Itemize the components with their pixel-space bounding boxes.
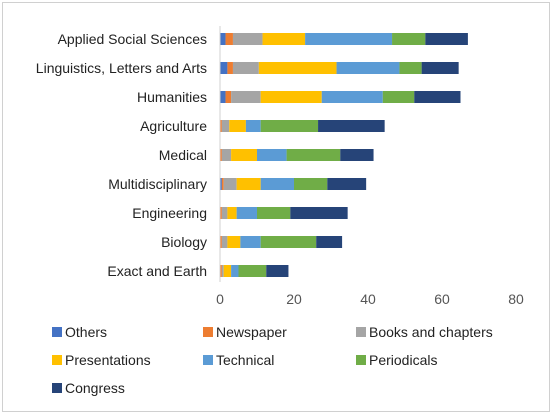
category-label: Agriculture <box>140 118 207 134</box>
bar-segment <box>290 207 348 219</box>
bar-segment <box>382 91 415 103</box>
bar-segment <box>238 265 267 277</box>
bar-segment <box>421 62 459 74</box>
bar-segment <box>232 62 259 74</box>
bar-segment <box>327 178 367 190</box>
category-label: Medical <box>159 147 207 163</box>
legend-label: Newspaper <box>216 324 287 340</box>
bar-segment <box>236 207 257 219</box>
category-label: Biology <box>161 234 207 250</box>
bar-segment <box>316 236 343 248</box>
category-label: Engineering <box>132 205 207 221</box>
bar-segment <box>260 91 322 103</box>
bar-segment <box>321 91 383 103</box>
x-tick-label: 60 <box>434 291 450 307</box>
bars-layer <box>220 33 468 277</box>
category-label: Applied Social Sciences <box>58 31 207 47</box>
bar-segment <box>245 120 261 132</box>
bar-segment <box>399 62 422 74</box>
legend: Others Newspaper Books and chapters Present… <box>52 324 493 396</box>
bar-segment <box>232 33 263 45</box>
bar-segment <box>225 91 232 103</box>
bar-segment <box>294 178 328 190</box>
bar-segment <box>231 91 261 103</box>
bar-segment <box>258 62 337 74</box>
bar-segment <box>260 178 294 190</box>
bar-segment <box>221 265 224 277</box>
bar-segment <box>257 207 291 219</box>
legend-swatch <box>203 327 213 337</box>
bar-segment <box>260 236 317 248</box>
legend-swatch <box>356 327 366 337</box>
bar-segment <box>220 33 226 45</box>
bar-segment <box>220 149 222 161</box>
bar-segment <box>225 33 233 45</box>
bar-segment <box>229 120 246 132</box>
bar-segment <box>260 120 319 132</box>
bar-segment <box>221 236 228 248</box>
legend-label: Presentations <box>65 352 151 368</box>
bar-segment <box>220 236 222 248</box>
bar-segment <box>223 178 237 190</box>
bar-segment <box>236 178 261 190</box>
bar-segment <box>220 207 222 219</box>
category-label: Multidisciplinary <box>108 176 207 192</box>
category-label: Humanities <box>137 89 207 105</box>
x-tick-label: 80 <box>508 291 524 307</box>
legend-label: Books and chapters <box>369 324 493 340</box>
x-tick-label: 40 <box>360 291 376 307</box>
bar-segment <box>227 207 237 219</box>
bar-segment <box>227 236 241 248</box>
x-tick-labels: 0 20 40 60 80 <box>216 291 524 307</box>
legend-label: Others <box>65 324 107 340</box>
legend-swatch <box>52 355 62 365</box>
bar-segment <box>220 178 222 190</box>
bar-segment <box>392 33 426 45</box>
bar-segment <box>221 178 224 190</box>
bar-segment <box>257 149 287 161</box>
legend-swatch <box>203 355 213 365</box>
bar-segment <box>221 149 232 161</box>
legend-swatch <box>52 383 62 393</box>
bar-segment <box>425 33 468 45</box>
bar-segment <box>262 33 306 45</box>
bar-segment <box>220 265 222 277</box>
legend-swatch <box>52 327 62 337</box>
bar-segment <box>414 91 461 103</box>
bar-segment <box>220 120 222 132</box>
category-labels: Applied Social Sciences Linguistics, Lett… <box>36 31 207 279</box>
bar-segment <box>231 265 239 277</box>
bar-segment <box>221 120 230 132</box>
bar-segment <box>340 149 374 161</box>
bar-segment <box>336 62 400 74</box>
bar-segment <box>305 33 393 45</box>
category-label: Exact and Earth <box>107 263 207 279</box>
bar-segment <box>220 62 228 74</box>
x-tick-label: 0 <box>216 291 224 307</box>
bar-segment <box>318 120 385 132</box>
bar-segment <box>227 62 233 74</box>
bar-segment <box>221 207 228 219</box>
legend-label: Congress <box>65 380 125 396</box>
bar-segment <box>231 149 257 161</box>
bar-segment <box>286 149 341 161</box>
bar-segment <box>266 265 289 277</box>
bar-segment <box>240 236 261 248</box>
bar-segment <box>220 91 226 103</box>
x-tick-label: 20 <box>286 291 302 307</box>
legend-label: Periodicals <box>369 352 437 368</box>
bar-segment <box>223 265 232 277</box>
legend-label: Technical <box>216 352 274 368</box>
category-label: Linguistics, Letters and Arts <box>36 60 207 76</box>
legend-swatch <box>356 355 366 365</box>
